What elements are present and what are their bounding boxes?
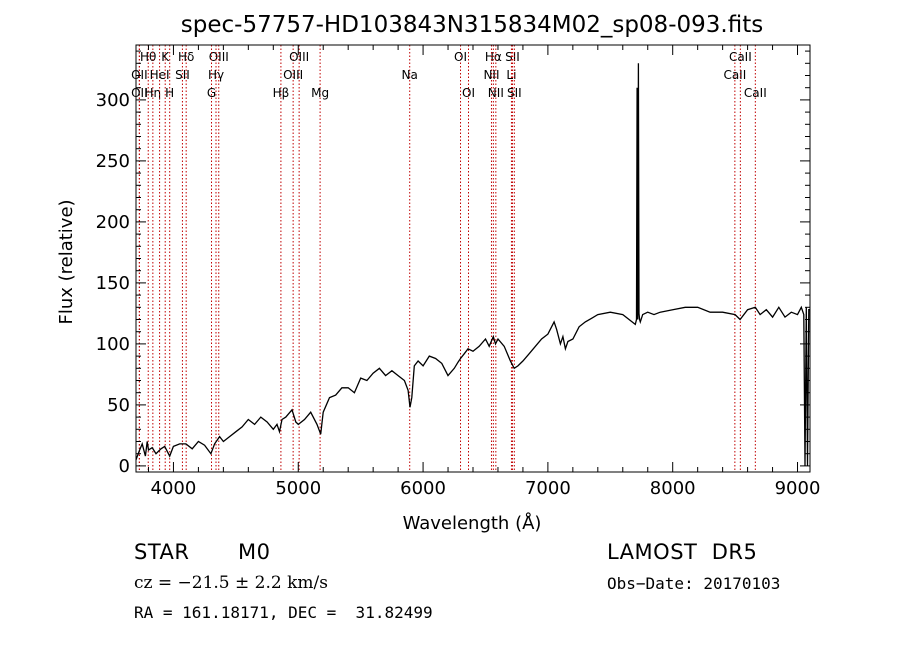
spectral-line-label: NII [483,68,499,82]
y-tick-label: 300 [96,90,130,111]
spectral-line-label: Hη [145,86,162,100]
x-tick-label: 8000 [650,478,696,499]
spectral-line-label: SII [505,50,520,64]
spectral-line-label: OII [131,86,148,100]
spectral-line-label: Hγ [208,68,224,82]
y-tick-label: 250 [96,151,130,172]
x-tick-label: 9000 [775,478,821,499]
spectral-line-label: Hθ [140,50,156,64]
x-tick-label: 6000 [400,478,446,499]
spectral-line-label: SII [175,68,190,82]
spectrum-line [135,63,810,466]
x-tick-label: 7000 [525,478,571,499]
spectral-line-label: OIII [209,50,229,64]
spectral-line-label: OI [462,86,475,100]
x-tick-label: 5000 [275,478,321,499]
spectral-line-label: SII [507,86,522,100]
spectral-line-label: Hβ [273,86,290,100]
spectral-line-label: H [165,86,174,100]
axis-ticks: 4000 5000 6000 7000 8000 9000 0 50 100 150 200 250 3… [96,45,821,499]
y-tick-label: 50 [107,395,130,416]
survey-name: LAMOST DR5 [607,540,758,564]
spectral-line-label: Hδ [178,50,194,64]
chart-title: spec-57757-HD103843N315834M02_sp08-093.f… [181,12,763,38]
observation-date: Obs−Date: 20170103 [607,574,781,593]
spectral-line-label: CaII [723,68,746,82]
y-tick-label: 100 [96,334,130,355]
y-tick-label: 150 [96,273,130,294]
spectral-line-label: OI [454,50,467,64]
spectral-line-label: NII [488,86,504,100]
spectral-subclass: M0 [238,540,271,564]
y-tick-label: 0 [119,456,130,477]
coordinates: RA = 161.18171, DEC = 31.82499 [134,603,433,622]
spectral-line-label: Li [506,68,516,82]
spectral-line-label: G [207,86,216,100]
spectral-line-label: OIII [289,50,309,64]
object-type: STAR [134,540,190,564]
spectral-line-label: Na [402,68,418,82]
spectral-line-label: Mg [311,86,329,100]
spectral-line-label: K [161,50,170,64]
spectral-line-label: OIII [283,68,303,82]
y-axis-label: Flux (relative) [56,199,77,324]
x-axis-label: Wavelength (Å) [403,512,542,534]
x-tick-label: 4000 [151,478,197,499]
plot-frame [135,44,811,473]
redshift-cz: cz = −21.5 ± 2.2 km/s [134,573,328,593]
spectral-line-label: CaII [744,86,767,100]
spectral-line-label: HeI [150,68,170,82]
spectral-line-label: CaII [729,50,752,64]
y-tick-label: 200 [96,212,130,233]
spectral-line-markers: HθOIIOIIHηHeIKHSIIHδOIIIHγGHβOIIIOIIIMgN… [131,45,767,472]
spectral-line-label: Hα [485,50,502,64]
